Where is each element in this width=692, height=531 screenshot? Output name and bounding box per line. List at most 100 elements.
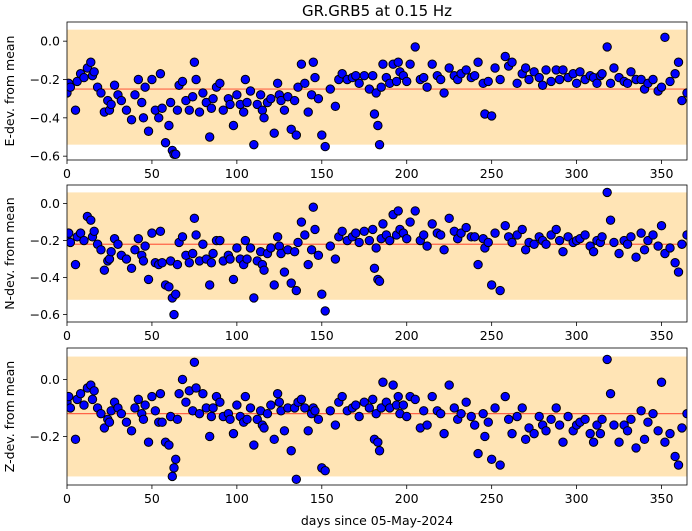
data-point (330, 420, 341, 430)
data-point (486, 454, 497, 465)
data-point (337, 69, 347, 79)
data-point (597, 69, 607, 79)
data-point (483, 417, 493, 427)
data-point (164, 440, 174, 450)
data-point (609, 237, 619, 248)
data-point (228, 120, 239, 131)
data-point (262, 408, 273, 419)
data-point (143, 274, 154, 285)
data-point (164, 120, 174, 131)
data-point (130, 403, 140, 413)
data-point (325, 84, 335, 94)
data-point (289, 95, 300, 106)
data-point (410, 394, 420, 405)
data-point (194, 408, 205, 419)
data-point (208, 403, 218, 413)
data-point (529, 428, 539, 439)
data-point (296, 394, 307, 405)
data-point (206, 258, 217, 268)
data-point (96, 88, 106, 98)
x-tick-label: 250 (480, 166, 504, 181)
data-point (306, 245, 317, 255)
y-tick-label: 0.0 (40, 196, 60, 211)
data-point (67, 391, 74, 402)
data-point (204, 280, 215, 290)
data-point (435, 408, 446, 419)
data-point (373, 120, 383, 131)
data-point (89, 386, 99, 396)
data-point (109, 80, 120, 90)
data-point (245, 403, 256, 413)
data-point (138, 414, 149, 425)
data-point (300, 78, 310, 89)
data-point (116, 408, 127, 419)
data-point (461, 222, 471, 233)
data-point (419, 406, 429, 416)
data-point (232, 243, 242, 253)
x-tick-label: 350 (650, 491, 674, 506)
data-point (104, 417, 115, 427)
data-point (369, 263, 380, 274)
y-tick-label: −0.6 (30, 307, 60, 322)
axes-frame (66, 347, 688, 486)
data-point (143, 126, 154, 136)
data-point (507, 428, 517, 439)
x-tick-label: 200 (395, 328, 419, 343)
data-point (204, 431, 215, 442)
data-point (303, 426, 313, 436)
data-point (87, 394, 98, 405)
x-axis-label: days since 05-May-2024 (301, 513, 453, 528)
data-point (286, 124, 296, 135)
data-point (402, 76, 412, 87)
data-point (609, 63, 619, 73)
data-point (631, 443, 641, 453)
data-point (534, 72, 544, 83)
data-point (405, 217, 415, 227)
data-point (259, 423, 269, 433)
data-point (359, 226, 369, 236)
data-point (272, 232, 283, 242)
data-point (427, 59, 437, 69)
data-point (232, 90, 242, 100)
data-point (609, 420, 619, 430)
data-point (240, 391, 251, 402)
data-point (520, 63, 531, 73)
data-point (67, 228, 74, 238)
data-point (155, 388, 166, 399)
data-point (171, 454, 181, 465)
data-point (490, 63, 500, 73)
data-point (215, 235, 225, 246)
data-point (300, 403, 310, 413)
data-point (670, 69, 680, 79)
x-tick-label: 150 (310, 491, 334, 506)
data-point (325, 241, 335, 251)
data-point (636, 228, 646, 238)
data-point (140, 241, 150, 251)
data-point (580, 414, 590, 425)
data-point (444, 380, 454, 390)
x-tick-label: 0 (63, 166, 71, 181)
data-point (480, 431, 490, 442)
data-point (172, 414, 183, 425)
data-point (439, 245, 449, 255)
data-point (546, 414, 556, 425)
data-point (588, 246, 599, 257)
x-tick-label: 50 (144, 328, 160, 343)
y-tick-label: 0.0 (40, 34, 60, 49)
data-point (469, 232, 480, 242)
y-tick-label: −0.2 (30, 233, 60, 248)
data-point (249, 293, 259, 303)
data-point (605, 388, 616, 399)
data-point (245, 243, 256, 253)
data-point (121, 417, 132, 427)
x-tick-label: 250 (480, 491, 504, 506)
x-tick-label: 200 (395, 166, 419, 181)
data-point (371, 243, 381, 253)
data-point (495, 74, 505, 85)
data-point (444, 63, 454, 73)
data-point (541, 426, 551, 436)
data-point (422, 82, 432, 92)
data-point (473, 57, 483, 67)
data-point (286, 446, 296, 456)
